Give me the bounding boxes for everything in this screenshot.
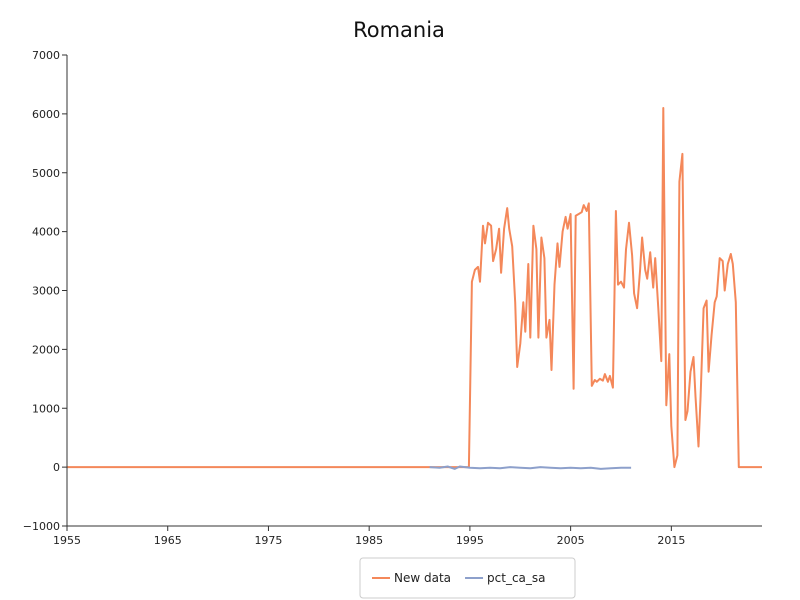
legend[interactable]: New data pct_ca_sa	[359, 557, 576, 599]
series-line-new-data	[67, 107, 762, 469]
y-tick-label: −1000	[23, 520, 60, 533]
x-tick-label: 2005	[557, 534, 585, 547]
x-tick-label: 2015	[657, 534, 685, 547]
y-tick-label: 3000	[32, 285, 60, 298]
plot-area	[67, 107, 762, 470]
chart-title: Romania	[353, 18, 445, 42]
series-line-pct-ca-sa	[429, 465, 632, 470]
axes: −1000 0 1000 2000 3000 4000 5000 6000 7000 1955 19…	[23, 49, 762, 547]
y-tick-label: 7000	[32, 49, 60, 62]
x-tick-label: 1955	[53, 534, 81, 547]
x-tick-label: 1965	[154, 534, 182, 547]
y-tick-label: 1000	[32, 402, 60, 415]
y-tick-label: 2000	[32, 343, 60, 356]
x-tick-label: 1985	[355, 534, 383, 547]
y-tick-label: 5000	[32, 167, 60, 180]
legend-label-new-data[interactable]: New data	[394, 571, 451, 585]
y-tick-label: 6000	[32, 108, 60, 121]
x-tick-label: 1975	[254, 534, 282, 547]
y-tick-label: 0	[53, 461, 60, 474]
x-tick-label: 1995	[456, 534, 484, 547]
y-tick-label: 4000	[32, 226, 60, 239]
legend-label-pct-ca-sa[interactable]: pct_ca_sa	[487, 571, 545, 585]
